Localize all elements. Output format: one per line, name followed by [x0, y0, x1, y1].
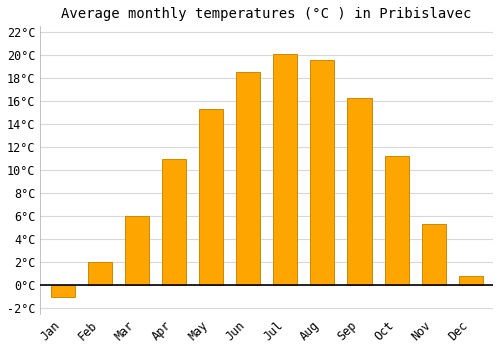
Bar — [458, 276, 483, 285]
Bar — [199, 109, 223, 285]
Bar — [88, 262, 112, 285]
Bar — [124, 216, 149, 285]
Bar — [236, 72, 260, 285]
Bar — [162, 159, 186, 285]
Bar — [348, 98, 372, 285]
Bar — [50, 285, 74, 297]
Bar — [384, 156, 408, 285]
Title: Average monthly temperatures (°C ) in Pribislavec: Average monthly temperatures (°C ) in Pr… — [62, 7, 472, 21]
Bar — [273, 54, 297, 285]
Bar — [310, 60, 334, 285]
Bar — [422, 224, 446, 285]
